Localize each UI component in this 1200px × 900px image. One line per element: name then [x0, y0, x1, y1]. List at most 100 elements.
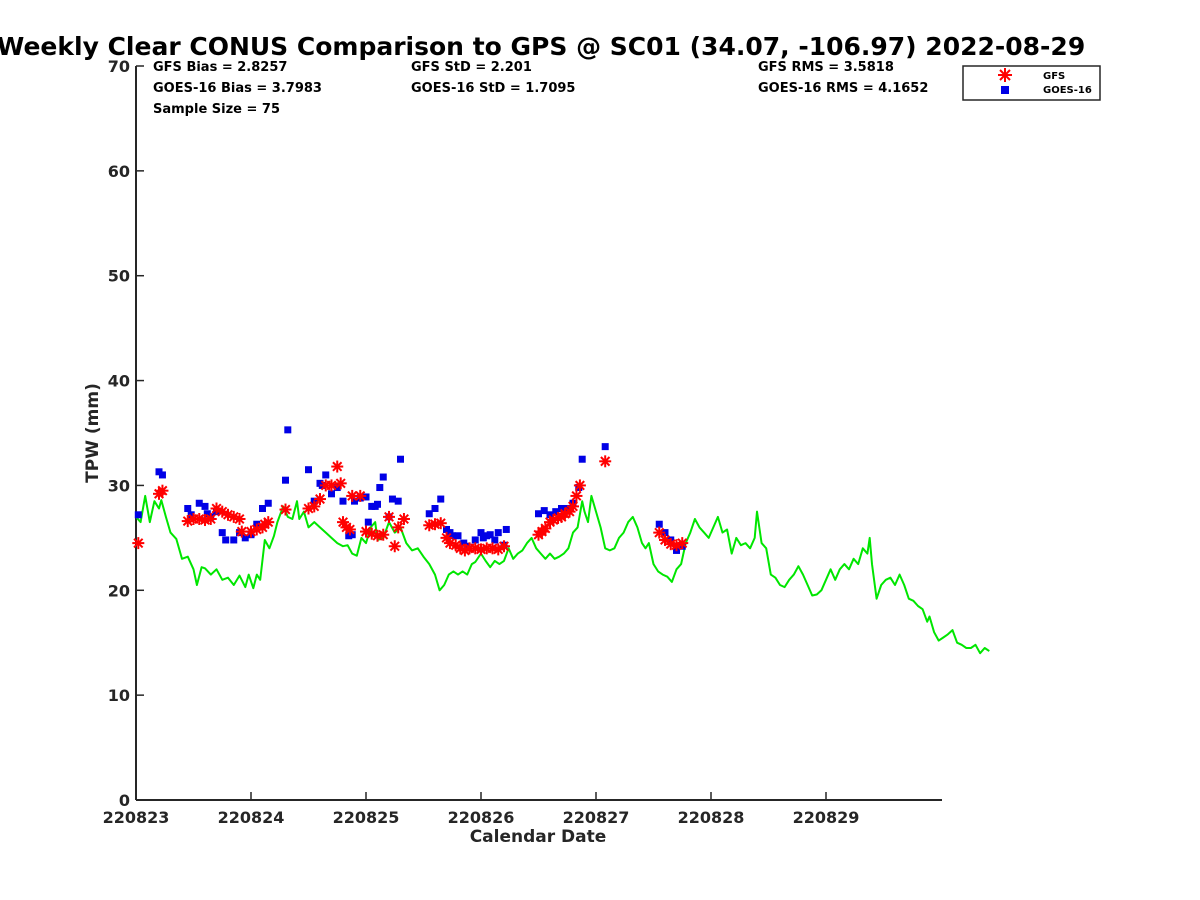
- gfs-point: [599, 455, 612, 468]
- goes-point: [364, 518, 372, 526]
- goes-point: [374, 500, 381, 508]
- goes-point: [431, 504, 439, 512]
- x-tick-label: 220824: [218, 808, 285, 827]
- legend-goes-label: GOES-16: [1043, 85, 1092, 96]
- goes-point: [218, 529, 226, 537]
- goes-rms-text: GOES-16 RMS = 4.1652: [758, 81, 928, 96]
- gfs-point: [334, 477, 347, 490]
- goes-point: [502, 525, 510, 533]
- y-tick-label: 10: [108, 686, 130, 705]
- gfs-point: [397, 512, 410, 525]
- goes-point: [425, 510, 433, 518]
- y-axis-label: TPW (mm): [83, 383, 103, 483]
- gfs-point: [354, 489, 367, 502]
- goes-point: [491, 536, 499, 544]
- goes-point: [339, 497, 347, 505]
- goes-point: [578, 455, 586, 463]
- chart-title: Weekly Clear CONUS Comparison to GPS @ S…: [0, 32, 1085, 61]
- goes-point: [322, 471, 330, 479]
- goes-point: [535, 510, 542, 518]
- gfs-point: [279, 503, 292, 516]
- gfs-point: [388, 540, 401, 553]
- goes-point: [388, 495, 396, 503]
- goes-point: [264, 499, 272, 507]
- goes-point: [655, 520, 663, 528]
- goes-point: [348, 531, 356, 539]
- x-tick-label: 220825: [333, 808, 400, 827]
- y-tick-label: 70: [108, 57, 130, 76]
- x-tick-label: 220829: [793, 808, 860, 827]
- gfs-bias-text: GFS Bias = 2.8257: [153, 60, 287, 75]
- y-tick-label: 40: [108, 372, 130, 391]
- gfs-point: [570, 489, 583, 502]
- goes-std-text: GOES-16 StD = 1.7095: [411, 81, 575, 96]
- y-tick-label: 50: [108, 267, 130, 286]
- goes-point: [394, 497, 402, 505]
- goes-point: [540, 507, 548, 515]
- gfs-point: [325, 479, 338, 492]
- goes-point: [282, 476, 289, 484]
- legend-gfs-marker-icon: [998, 68, 1012, 82]
- goes-point: [558, 504, 565, 512]
- gfs-point: [308, 500, 321, 513]
- goes-point: [284, 426, 292, 434]
- goes-point: [437, 495, 445, 503]
- gfs-point: [132, 537, 145, 550]
- y-tick-label: 30: [108, 476, 130, 495]
- gfs-std-text: GFS StD = 2.201: [411, 60, 532, 75]
- goes-bias-text: GOES-16 Bias = 3.7983: [153, 81, 322, 96]
- gfs-point: [383, 510, 395, 523]
- goes-point: [454, 532, 462, 540]
- goes-point: [184, 504, 192, 512]
- goes-point: [397, 455, 404, 463]
- gfs-point: [314, 493, 326, 506]
- goes-point: [471, 536, 479, 544]
- goes-point: [201, 502, 209, 510]
- axes: 0 10 20 30 40 50 60 70 220823 220824 220825 220826 2…: [103, 57, 942, 827]
- x-axis-label: Calendar Date: [470, 827, 607, 847]
- goes-point: [362, 493, 370, 501]
- goes-point: [448, 532, 456, 540]
- goes-point: [601, 443, 609, 451]
- gfs-point: [204, 512, 217, 525]
- gfs-point: [377, 528, 390, 541]
- goes-point: [379, 473, 387, 481]
- goes-point: [158, 471, 166, 479]
- y-tick-label: 0: [119, 791, 130, 810]
- goes-point: [134, 511, 142, 519]
- goes-point: [187, 511, 195, 519]
- gfs-point: [653, 526, 666, 539]
- legend: GFS GOES-16: [962, 65, 1101, 101]
- gfs-point: [331, 460, 344, 473]
- gfs-point: [392, 521, 405, 534]
- x-tick-label: 220826: [448, 808, 515, 827]
- goes-point: [486, 531, 494, 539]
- gfs-point: [233, 512, 246, 525]
- goes-point: [552, 508, 560, 516]
- legend-goes-marker-icon: [1001, 86, 1009, 94]
- goes-point: [351, 497, 358, 505]
- gfs-point: [343, 523, 356, 536]
- legend-gfs-label: GFS: [1043, 71, 1065, 82]
- gfs-rms-text: GFS RMS = 3.5818: [758, 60, 894, 75]
- gfs-point: [539, 522, 552, 535]
- gfs-point: [156, 484, 169, 497]
- gfs-point: [346, 489, 359, 502]
- x-tick-label: 220823: [103, 808, 170, 827]
- x-tick-label: 220828: [678, 808, 745, 827]
- goes-point: [376, 484, 384, 492]
- goes-point: [241, 534, 249, 542]
- sample-size-text: Sample Size = 75: [153, 102, 280, 117]
- goes-point: [305, 466, 312, 474]
- goes-point: [195, 499, 203, 507]
- y-tick-label: 60: [108, 162, 130, 181]
- legend-box: [962, 65, 1101, 101]
- goes-point: [546, 511, 554, 519]
- gfs-point: [676, 537, 689, 550]
- gfs-point: [434, 517, 447, 530]
- gfs-point: [262, 516, 275, 529]
- goes-point: [259, 504, 266, 512]
- goes-point: [328, 490, 335, 498]
- marker-series: [132, 426, 689, 557]
